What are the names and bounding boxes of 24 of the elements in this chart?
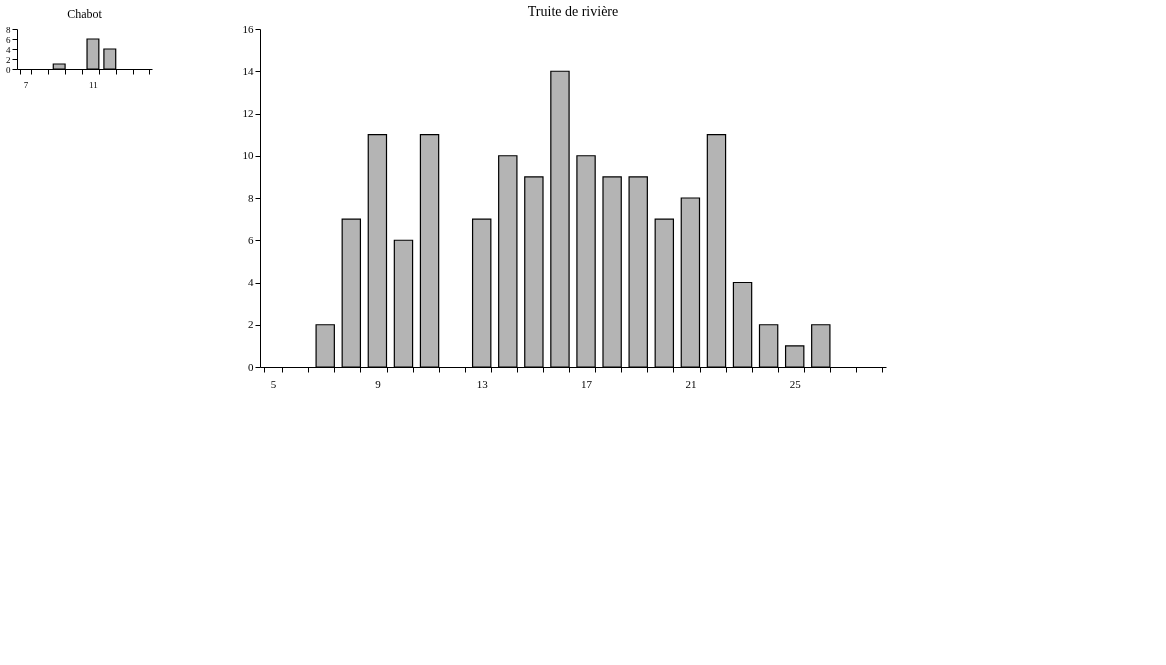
y-tick-label: 16 bbox=[242, 22, 254, 35]
y-tick-label: 0 bbox=[6, 64, 11, 75]
x-tick-label: 17 bbox=[581, 377, 593, 390]
x-tick-label: 5 bbox=[270, 377, 277, 390]
x-tick-label: 25 bbox=[789, 377, 802, 390]
y-tick-label: 8 bbox=[248, 191, 254, 204]
x-tick-label: 11 bbox=[89, 79, 98, 90]
x-tick-label: 9 bbox=[375, 377, 382, 390]
y-tick-label: 0 bbox=[248, 360, 254, 373]
x-tick-label: 13 bbox=[476, 377, 489, 390]
y-tick-label: 14 bbox=[242, 64, 254, 77]
y-tick-label: 4 bbox=[248, 276, 254, 288]
y-tick-label: 2 bbox=[248, 318, 254, 331]
y-tick-label: 6 bbox=[6, 34, 11, 45]
y-tick-label: 2 bbox=[6, 54, 11, 65]
y-tick-label: 12 bbox=[242, 107, 254, 119]
x-tick-label: 21 bbox=[685, 377, 697, 390]
chart-title: Chabot bbox=[67, 7, 103, 21]
x-tick-label: 7 bbox=[23, 79, 29, 90]
y-tick-label: 6 bbox=[248, 233, 254, 246]
y-tick-label: 4 bbox=[6, 44, 11, 55]
y-tick-label: 8 bbox=[6, 24, 11, 35]
y-tick-label: 10 bbox=[242, 149, 254, 162]
chart-title: Truite de rivière bbox=[527, 4, 619, 19]
